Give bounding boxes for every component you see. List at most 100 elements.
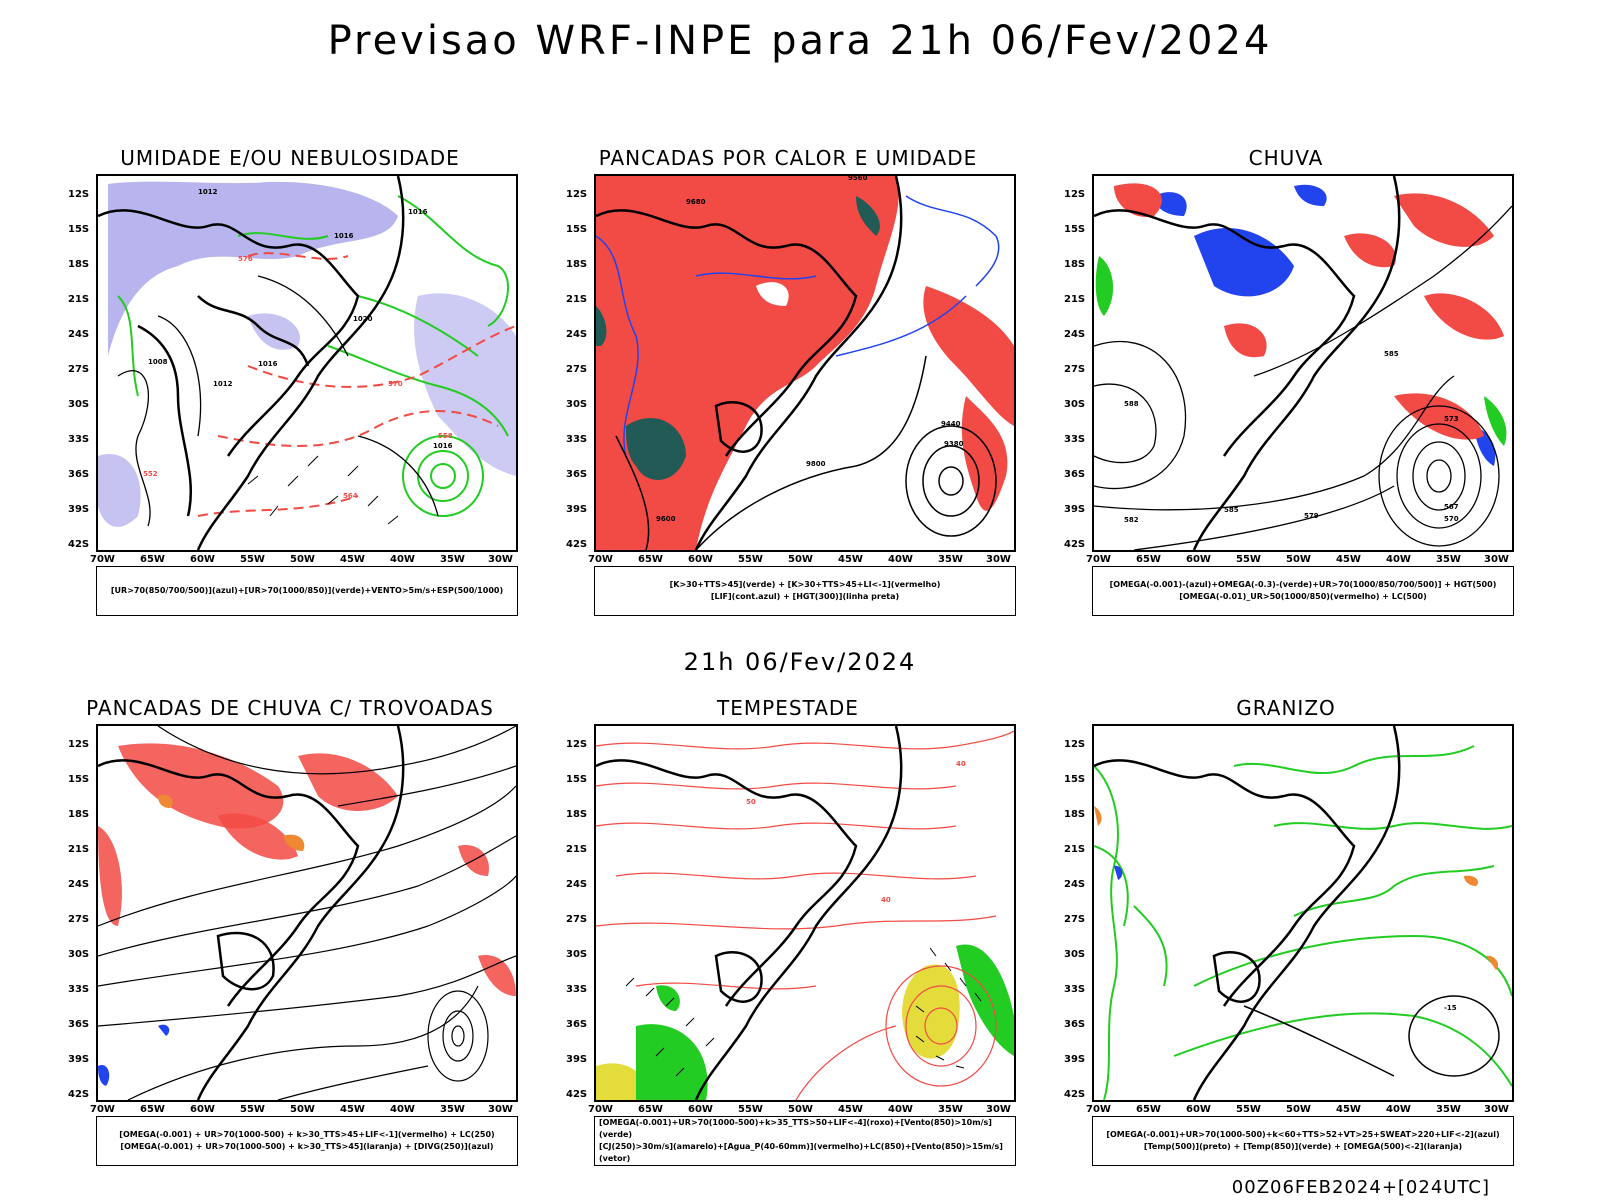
humidity-fill — [98, 181, 516, 527]
lat-label: 24S — [1064, 879, 1086, 890]
lat-label: 18S — [68, 259, 90, 270]
legend-line: [OMEGA(-0.01)_UR>50(1000/850)(vermelho) … — [1179, 592, 1427, 601]
contour-label: 570 — [388, 380, 403, 388]
lat-label: 15S — [566, 224, 588, 235]
lon-label: 45W — [1336, 1104, 1361, 1115]
contour-label: 576 — [238, 255, 253, 263]
lon-label: 65W — [638, 1104, 663, 1115]
lon-label: 40W — [888, 1104, 913, 1115]
red-dashed-contours — [197, 252, 516, 517]
lat-label: 27S — [68, 914, 90, 925]
lat-label: 42S — [1064, 539, 1086, 550]
lon-label: 45W — [1336, 554, 1361, 565]
lon-label: 30W — [986, 554, 1011, 565]
panel-title: GRANIZO — [1236, 696, 1336, 720]
country-borders — [98, 726, 405, 1100]
lon-label: 65W — [1136, 1104, 1161, 1115]
legend-line: [Temp(500)](preto) + [Temp(850)](verde) … — [1143, 1142, 1463, 1151]
wind-vectors — [625, 947, 982, 1077]
wind-vectors — [247, 455, 399, 525]
red-fill — [1114, 183, 1504, 440]
lon-label: 50W — [290, 1104, 315, 1115]
blue-contours — [596, 195, 1000, 457]
panel-title: CHUVA — [1248, 146, 1324, 170]
panel-title: UMIDADE E/OU NEBULOSIDADE — [120, 146, 460, 170]
lon-label: 30W — [986, 1104, 1011, 1115]
lat-label: 42S — [68, 539, 90, 550]
lat-label: 39S — [68, 504, 90, 515]
lat-label: 15S — [68, 774, 90, 785]
lon-label: 50W — [1286, 554, 1311, 565]
lat-label: 15S — [1064, 774, 1086, 785]
legend-line: [OMEGA(-0.001)+UR>70(1000-500)+k<60+TTS>… — [1106, 1130, 1500, 1139]
contour-label: 567 — [1444, 503, 1459, 511]
lon-label: 35W — [1436, 554, 1461, 565]
lon-label: 55W — [1236, 1104, 1261, 1115]
lon-label: 70W — [1086, 554, 1111, 565]
lat-label: 15S — [1064, 224, 1086, 235]
panel-legend: [UR>70(850/700/500)](azul)+[UR>70(1000/8… — [96, 566, 518, 616]
contour-label: 50 — [746, 798, 756, 806]
contour-label: 588 — [1124, 400, 1139, 408]
legend-line: [OMEGA(-0.001) + UR>70(1000-500) + k>30_… — [120, 1142, 494, 1151]
map-area: 1012 1016 1016 1020 1008 1012 1016 576 5… — [96, 174, 518, 552]
lon-label: 35W — [440, 554, 465, 565]
country-borders — [596, 726, 903, 1100]
lon-label: 35W — [440, 1104, 465, 1115]
lon-label: 30W — [1484, 554, 1509, 565]
temp500-contours — [1243, 995, 1500, 1077]
lat-label: 12S — [1064, 739, 1086, 750]
lon-label: 55W — [1236, 554, 1261, 565]
lon-label: 30W — [488, 1104, 513, 1115]
lat-label: 36S — [68, 1019, 90, 1030]
map-svg: 9560 9680 9800 9440 9380 9600 — [596, 176, 1014, 550]
legend-line: [OMEGA(-0.001)-(azul)+OMEGA(-0.3)-(verde… — [1109, 580, 1497, 589]
map-svg: 40 40 50 — [596, 726, 1014, 1100]
lat-label: 39S — [1064, 1054, 1086, 1065]
lat-label: 24S — [566, 879, 588, 890]
lat-label: 36S — [566, 469, 588, 480]
lon-label: 35W — [938, 554, 963, 565]
lat-label: 30S — [566, 949, 588, 960]
lat-label: 27S — [566, 914, 588, 925]
lat-label: 21S — [1064, 844, 1086, 855]
lat-label: 15S — [566, 774, 588, 785]
lat-label: 12S — [566, 189, 588, 200]
lon-label: 65W — [140, 1104, 165, 1115]
lon-label: 70W — [90, 1104, 115, 1115]
contour-label: 585 — [1384, 350, 1399, 358]
lat-label: 33S — [68, 434, 90, 445]
panel-title: PANCADAS POR CALOR E UMIDADE — [598, 146, 978, 170]
lat-label: 21S — [566, 294, 588, 305]
lat-label: 24S — [68, 879, 90, 890]
lat-label: 39S — [68, 1054, 90, 1065]
lat-label: 33S — [1064, 984, 1086, 995]
lon-label: 60W — [1186, 554, 1211, 565]
lat-label: 36S — [1064, 469, 1086, 480]
lon-label: 70W — [588, 554, 613, 565]
panel-trovoadas: PANCADAS DE CHUVA C/ TROVOADAS — [50, 696, 530, 1176]
lon-label: 50W — [1286, 1104, 1311, 1115]
contour-label: 564 — [343, 492, 358, 500]
contour-label: 9800 — [806, 460, 826, 468]
lat-label: 42S — [1064, 1089, 1086, 1100]
map-area — [96, 724, 518, 1102]
blue-fill — [98, 1024, 170, 1086]
country-borders — [1094, 176, 1401, 550]
orange-fill — [158, 794, 305, 851]
lat-label: 12S — [68, 739, 90, 750]
legend-line: [OMEGA(-0.001) + UR>70(1000-500) + k>30_… — [119, 1130, 495, 1139]
lat-label: 42S — [68, 1089, 90, 1100]
lon-label: 60W — [688, 554, 713, 565]
panel-legend: [OMEGA(-0.001) + UR>70(1000-500) + k>30_… — [96, 1116, 518, 1166]
panel-legend: [K>30+TTS>45](verde) + [K>30+TTS>45+LI<-… — [594, 566, 1016, 616]
teal-fill — [596, 196, 880, 480]
lon-label: 50W — [788, 1104, 813, 1115]
lat-label: 30S — [68, 399, 90, 410]
panel-legend: [OMEGA(-0.001)+UR>70(1000-500)+k>35_TTS>… — [594, 1116, 1016, 1166]
panel-umidade: UMIDADE E/OU NEBULOSIDADE — [50, 146, 530, 626]
lat-label: 39S — [566, 504, 588, 515]
contour-label: 1016 — [408, 208, 428, 216]
lat-label: 21S — [68, 844, 90, 855]
lon-label: 40W — [888, 554, 913, 565]
